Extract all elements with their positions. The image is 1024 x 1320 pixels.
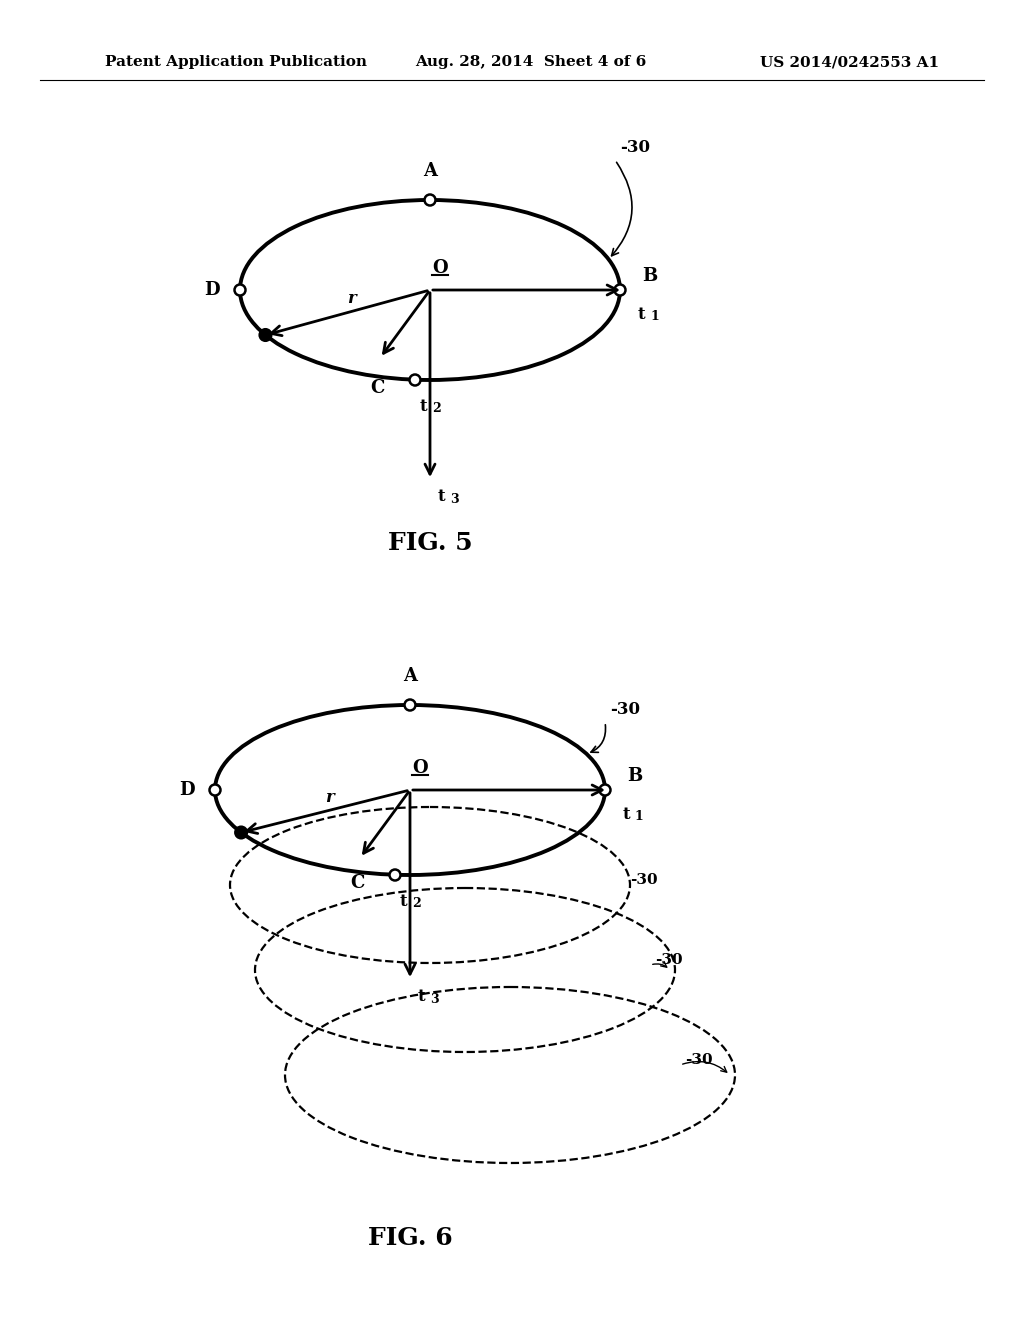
Text: r: r	[325, 788, 334, 805]
Text: B: B	[627, 767, 642, 785]
Circle shape	[410, 375, 421, 385]
Text: 1: 1	[635, 810, 644, 822]
Text: US 2014/0242553 A1: US 2014/0242553 A1	[760, 55, 939, 69]
Circle shape	[404, 700, 416, 710]
Text: r: r	[346, 290, 355, 306]
Text: 2: 2	[432, 403, 440, 414]
Text: t: t	[420, 399, 428, 414]
Text: -30: -30	[655, 953, 683, 968]
Text: 2: 2	[412, 898, 421, 909]
Text: O: O	[413, 759, 428, 777]
Circle shape	[389, 870, 400, 880]
Text: t: t	[438, 488, 445, 506]
Text: D: D	[205, 281, 220, 300]
Text: A: A	[423, 162, 437, 180]
Text: FIG. 6: FIG. 6	[368, 1226, 453, 1250]
Text: D: D	[179, 781, 195, 799]
Circle shape	[599, 784, 610, 796]
Text: A: A	[403, 667, 417, 685]
Text: t: t	[418, 987, 426, 1005]
Circle shape	[236, 826, 247, 838]
Text: O: O	[432, 259, 447, 277]
Text: -30: -30	[630, 873, 657, 887]
Circle shape	[234, 285, 246, 296]
Text: Patent Application Publication: Patent Application Publication	[105, 55, 367, 69]
Text: B: B	[642, 267, 657, 285]
Text: t: t	[400, 894, 408, 909]
Text: -30: -30	[610, 701, 640, 718]
Circle shape	[259, 329, 271, 341]
Text: -30: -30	[685, 1053, 713, 1067]
Text: FIG. 5: FIG. 5	[388, 531, 472, 554]
Text: t: t	[638, 306, 645, 323]
Circle shape	[614, 285, 626, 296]
Text: 3: 3	[450, 492, 459, 506]
Text: C: C	[371, 379, 385, 397]
Text: t: t	[623, 807, 631, 822]
Text: -30: -30	[620, 140, 650, 157]
Text: 1: 1	[650, 310, 658, 323]
Circle shape	[425, 194, 435, 206]
Circle shape	[210, 784, 220, 796]
Text: Aug. 28, 2014  Sheet 4 of 6: Aug. 28, 2014 Sheet 4 of 6	[415, 55, 646, 69]
Text: C: C	[350, 874, 365, 892]
Text: 3: 3	[430, 993, 438, 1006]
